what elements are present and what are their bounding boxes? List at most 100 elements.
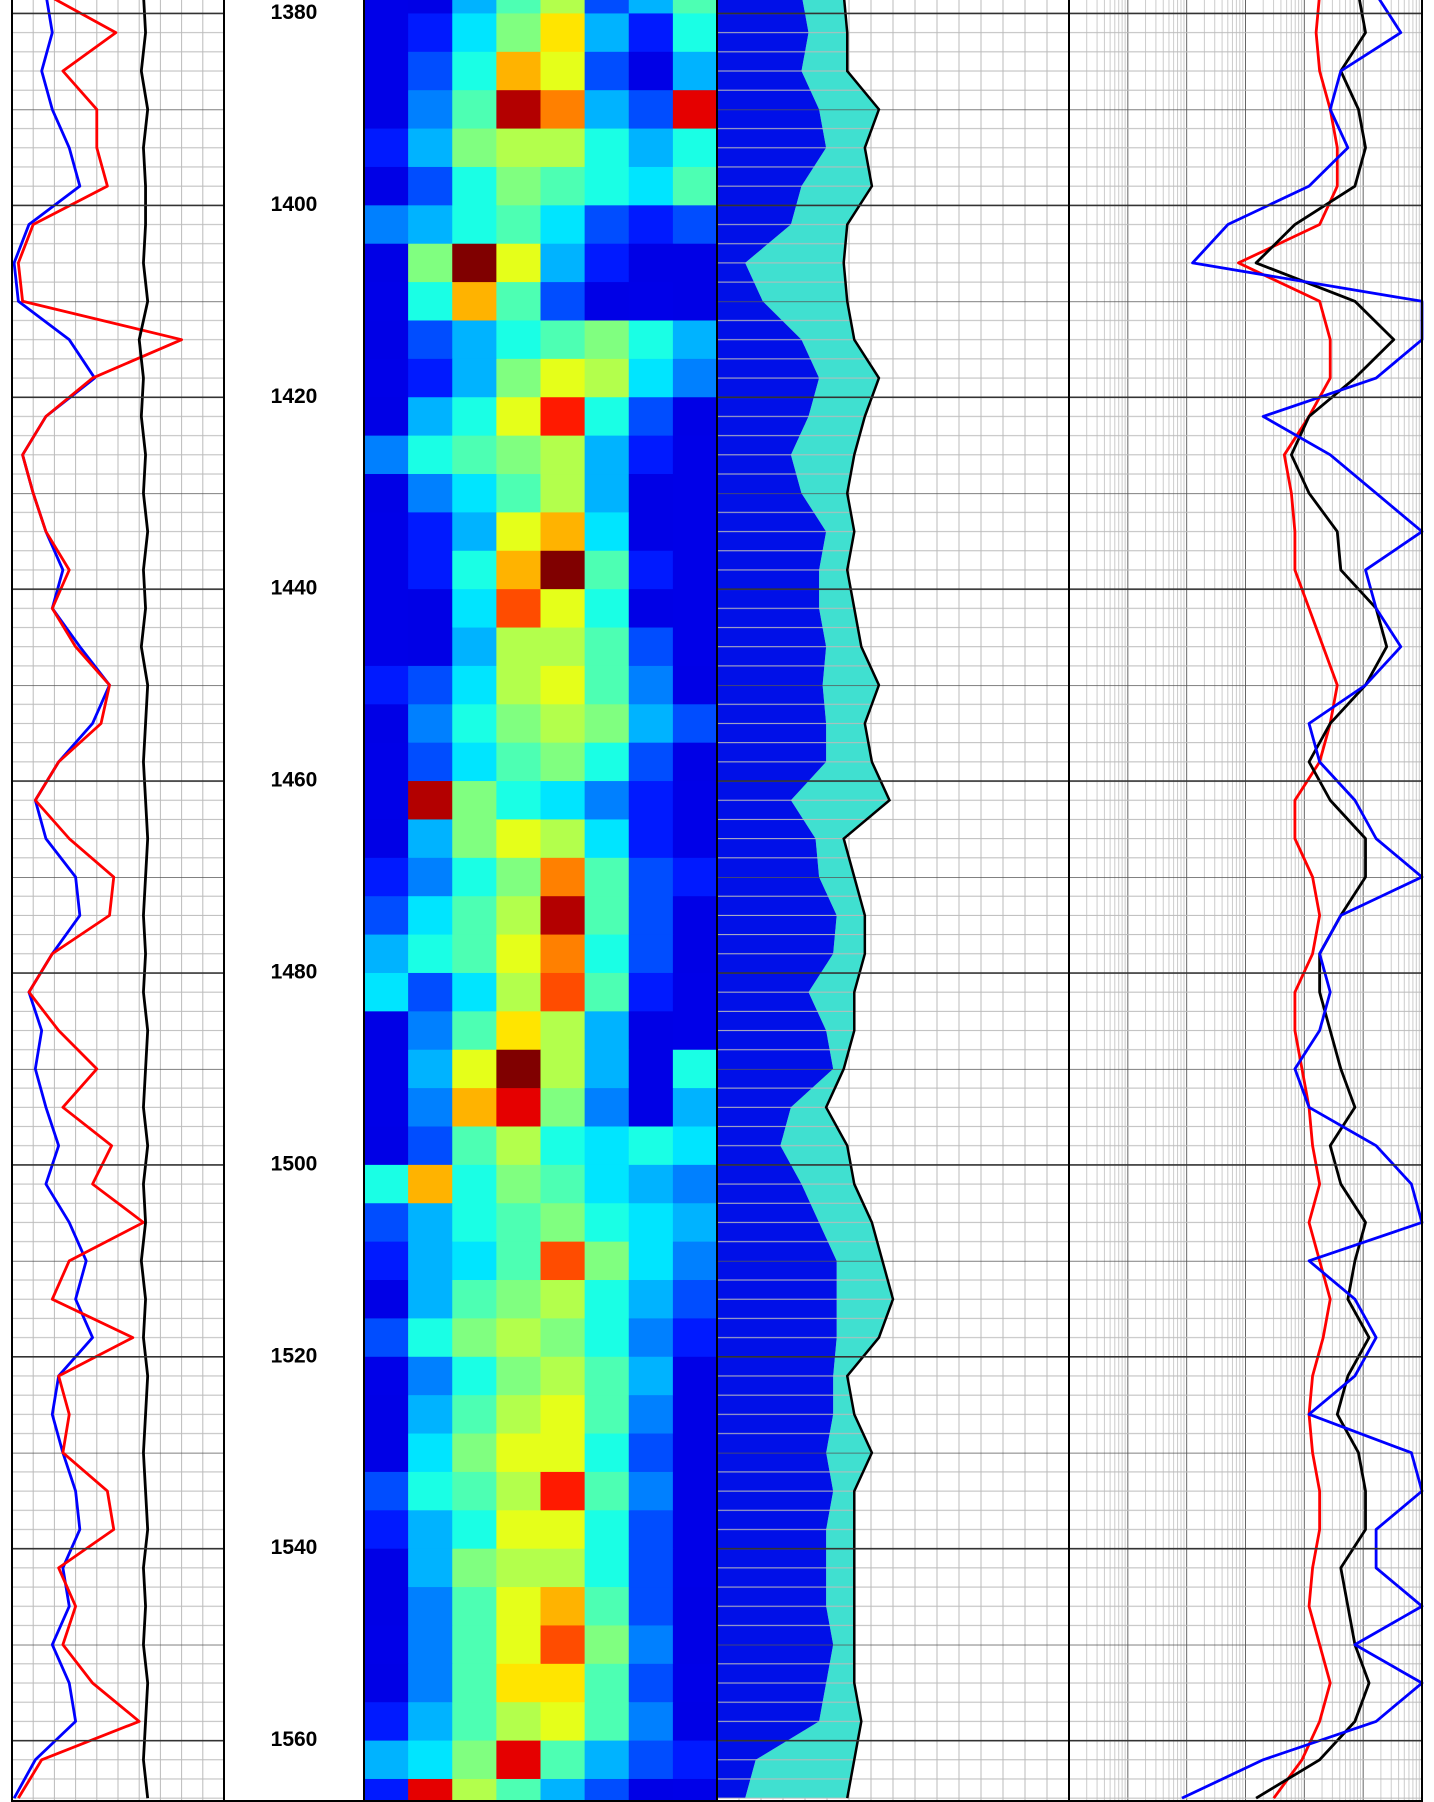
image-cell [672,704,718,744]
image-cell [540,1433,586,1473]
image-cell [672,1241,718,1281]
image-cell [364,1049,409,1089]
image-cell [364,282,409,321]
image-cell [364,665,409,705]
image-cell [540,781,586,820]
image-cell [584,704,630,744]
image-cell [364,397,409,437]
image-cell [364,1088,409,1127]
image-cell [408,704,453,744]
image-cell [628,397,674,437]
image-cell [672,896,718,936]
image-cell [364,1203,409,1243]
image-cell [408,589,453,629]
image-cell [496,205,541,245]
image-cell [672,512,718,552]
image-cell [584,1740,630,1780]
image-cell [628,1471,674,1511]
image-cell [408,128,453,168]
image-cell [628,1587,674,1626]
depth-label: 1500 [271,1152,318,1175]
image-cell [364,1126,409,1166]
image-cell [584,0,630,14]
image-cell [672,1011,718,1051]
image-cell [452,819,497,859]
image-cell [364,51,409,91]
area-edge [824,0,895,1799]
curve [16,0,184,1799]
image-cell [628,896,674,936]
image-cell [452,1088,497,1127]
image-cell [408,1164,453,1204]
image-cell [408,1356,453,1396]
image-cell [584,320,630,360]
image-cell [672,13,718,53]
image-cell [452,205,497,245]
depth-label: 1440 [271,577,318,600]
image-cell [540,1471,586,1511]
image-cell [452,934,497,974]
image-cell [496,512,541,552]
image-cell [540,512,586,552]
image-cell [496,128,541,168]
image-cell [452,1778,497,1802]
image-cell [496,1318,541,1358]
image-cell [364,1625,409,1665]
image-cell [496,1702,541,1742]
image-cell [364,1702,409,1742]
image-cell [364,435,409,475]
image-cell [496,1663,541,1703]
image-cell [408,1778,453,1802]
image-cell [496,0,541,14]
image-cell [628,1548,674,1588]
image-cell [452,51,497,91]
image-cell [540,665,586,705]
image-cell [452,704,497,744]
image-cell [672,474,718,513]
image-cell [364,1471,409,1511]
depth-label: 1380 [271,1,318,24]
image-cell [672,1548,718,1588]
depth-label: 1420 [271,385,318,408]
image-cell [584,166,630,206]
image-cell [408,358,453,398]
image-cell [496,857,541,897]
image-cell [628,320,674,360]
image-cell [672,550,718,590]
image-cell [452,358,497,398]
image-cell [364,1778,409,1802]
image-cell [496,1164,541,1204]
image-cell [408,1433,453,1473]
image-cell [672,1203,718,1243]
image-cell [364,1510,409,1550]
image-cell [628,665,674,705]
image-cell [540,51,586,91]
image-cell [408,1241,453,1281]
image-cell [584,665,630,705]
image-cell [540,1088,586,1127]
image-cell [584,934,630,974]
image-cell [496,1625,541,1665]
image-cell [584,1088,630,1127]
image-cell [628,1088,674,1127]
image-cell [408,781,453,820]
image-cell [540,358,586,398]
image-cell [408,1471,453,1511]
image-cell [672,1663,718,1703]
image-cell [364,1587,409,1626]
image-cell [540,90,586,130]
image-cell [584,857,630,897]
image-cell [584,972,630,1012]
curve [12,0,111,1799]
image-cell [540,243,586,283]
image-cell [496,397,541,437]
image-cell [628,1164,674,1204]
image-cell [628,166,674,206]
image-cell [540,1164,586,1204]
image-cell [672,1587,718,1626]
image-cell [584,1203,630,1243]
image-cell [672,589,718,629]
image-cell [408,934,453,974]
image-cell [628,474,674,513]
image-cell [540,896,586,936]
